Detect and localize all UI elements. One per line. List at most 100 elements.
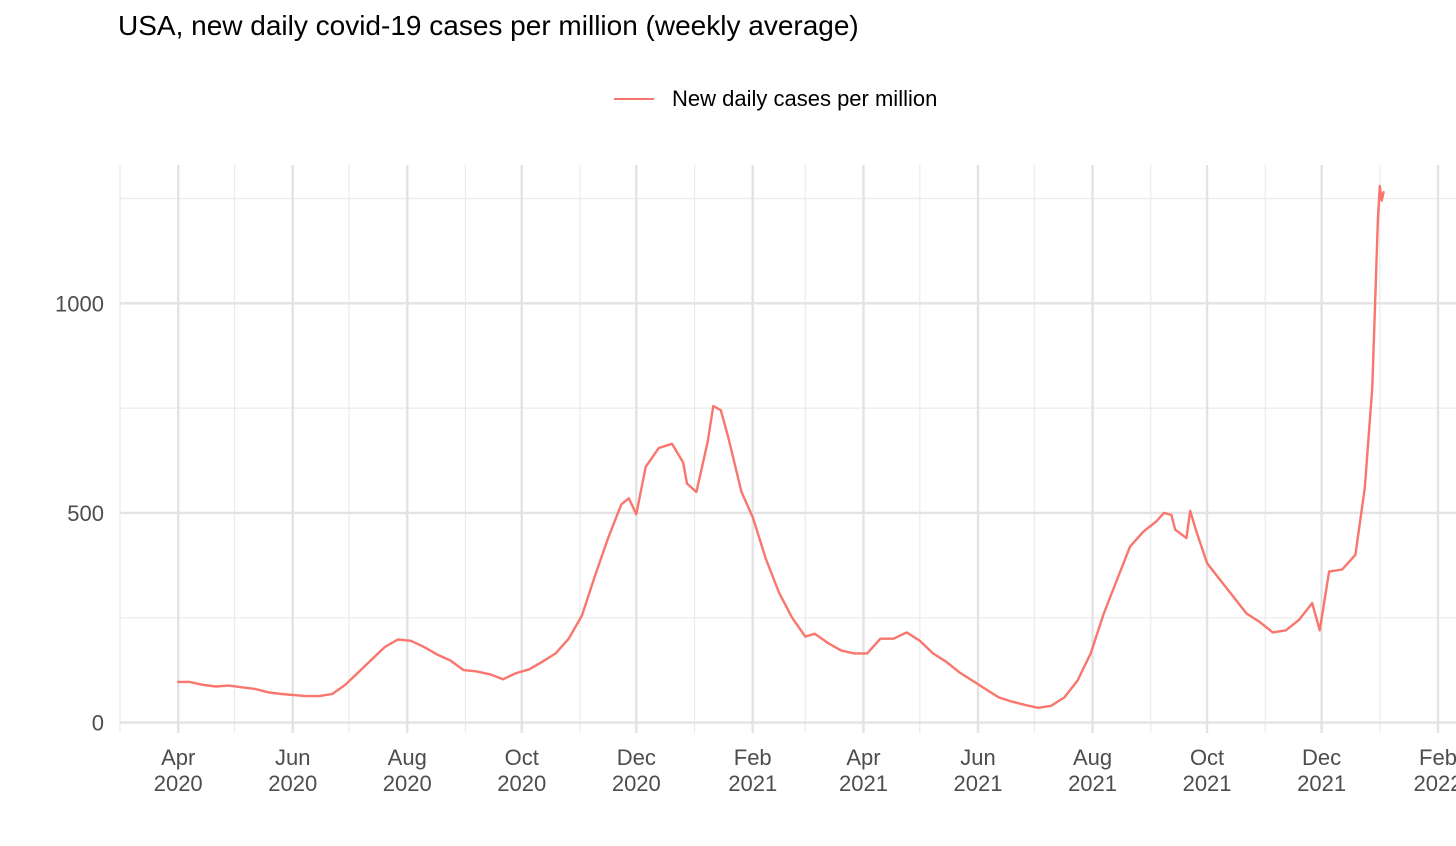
x-tick-label-line: 2021 <box>1183 771 1232 796</box>
data-point <box>358 671 360 673</box>
data-point <box>1186 537 1188 539</box>
data-point <box>814 633 816 635</box>
data-point <box>1050 705 1052 707</box>
x-tick-label-line: 2020 <box>497 771 546 796</box>
data-point <box>568 638 570 640</box>
data-point <box>268 692 270 694</box>
data-point <box>202 684 204 686</box>
data-point <box>645 466 647 468</box>
data-point <box>1355 554 1357 556</box>
data-point <box>658 447 660 449</box>
data-point <box>436 654 438 656</box>
data-point <box>671 443 673 445</box>
data-point <box>1298 619 1300 621</box>
x-tick-label: Apr 2020 <box>154 745 203 796</box>
data-point <box>1129 546 1131 548</box>
x-tick-label-line: Dec <box>1302 745 1341 770</box>
data-point <box>620 504 622 506</box>
data-point <box>1377 219 1379 221</box>
data-point <box>1163 512 1165 514</box>
data-point <box>932 653 934 655</box>
data-point <box>1156 521 1158 523</box>
y-tick-label: 500 <box>67 501 104 526</box>
data-point <box>581 615 583 617</box>
x-tick-label-line: 2021 <box>954 771 1003 796</box>
data-point <box>707 441 709 443</box>
data-point <box>696 491 698 493</box>
data-point <box>1311 602 1313 604</box>
data-point <box>636 513 638 515</box>
data-point <box>720 409 722 411</box>
data-point <box>765 558 767 560</box>
chart-title: USA, new daily covid-19 cases per millio… <box>118 10 859 41</box>
x-tick-label-line: Oct <box>1190 745 1224 770</box>
x-tick-label-line: Apr <box>161 745 195 770</box>
data-point <box>827 642 829 644</box>
data-point <box>489 674 491 676</box>
data-point <box>476 671 478 673</box>
data-point <box>215 686 217 688</box>
data-point <box>906 632 908 634</box>
x-tick-label-line: 2020 <box>154 771 203 796</box>
x-tick-label-line: 2021 <box>1297 771 1346 796</box>
data-point <box>1103 613 1105 615</box>
x-tick-label-line: 2022 <box>1414 771 1456 796</box>
data-point <box>1328 571 1330 573</box>
data-point <box>1174 529 1176 531</box>
data-point <box>1246 613 1248 615</box>
data-point <box>1024 704 1026 706</box>
data-point <box>985 688 987 690</box>
data-point <box>371 659 373 661</box>
data-point <box>1116 579 1118 581</box>
x-tick-label-line: 2021 <box>728 771 777 796</box>
data-point <box>893 638 895 640</box>
data-point <box>752 516 754 518</box>
x-tick-label: Oct 2020 <box>497 745 546 796</box>
data-point <box>463 669 465 671</box>
y-tick-label: 0 <box>92 711 104 736</box>
x-tick-label: Feb 2021 <box>728 745 777 796</box>
data-point <box>945 661 947 663</box>
data-point <box>331 693 333 695</box>
data-point <box>1189 510 1191 512</box>
x-tick-label-line: Feb <box>734 745 772 770</box>
y-tick-label: 1000 <box>55 291 104 316</box>
data-point <box>292 694 294 696</box>
data-point <box>241 687 243 689</box>
data-point <box>1285 629 1287 631</box>
x-tick-label: Aug 2020 <box>383 745 432 796</box>
data-point <box>712 405 714 407</box>
data-point <box>254 688 256 690</box>
x-tick-label-line: Aug <box>1073 745 1112 770</box>
x-tick-label: Aug 2021 <box>1068 745 1117 796</box>
data-point <box>853 653 855 655</box>
data-point <box>1259 621 1261 623</box>
data-point <box>1037 707 1039 709</box>
x-tick-label: Feb2022 <box>1414 745 1456 796</box>
data-point <box>1206 562 1208 564</box>
data-point <box>778 592 780 594</box>
x-tick-label: Jun 2020 <box>268 745 317 796</box>
x-tick-label-line: Dec <box>617 745 656 770</box>
data-point <box>840 650 842 652</box>
data-point <box>1383 191 1385 193</box>
x-tick-label: Apr 2021 <box>839 745 888 796</box>
x-tick-label-line: Feb <box>1419 745 1456 770</box>
x-tick-label-line: 2021 <box>839 771 888 796</box>
legend-label: New daily cases per million <box>672 86 938 111</box>
x-tick-label: Jun 2021 <box>954 745 1003 796</box>
data-point <box>741 491 743 493</box>
data-point <box>305 695 307 697</box>
data-point <box>1219 579 1221 581</box>
x-tick-label: Oct 2021 <box>1183 745 1232 796</box>
data-point <box>607 537 609 539</box>
x-tick-label-line: 2020 <box>268 771 317 796</box>
data-point <box>1319 629 1321 631</box>
data-point <box>528 668 530 670</box>
data-point <box>1364 487 1366 489</box>
data-point <box>228 685 230 687</box>
data-point <box>1272 632 1274 634</box>
data-point <box>502 679 504 681</box>
data-point <box>998 697 1000 699</box>
